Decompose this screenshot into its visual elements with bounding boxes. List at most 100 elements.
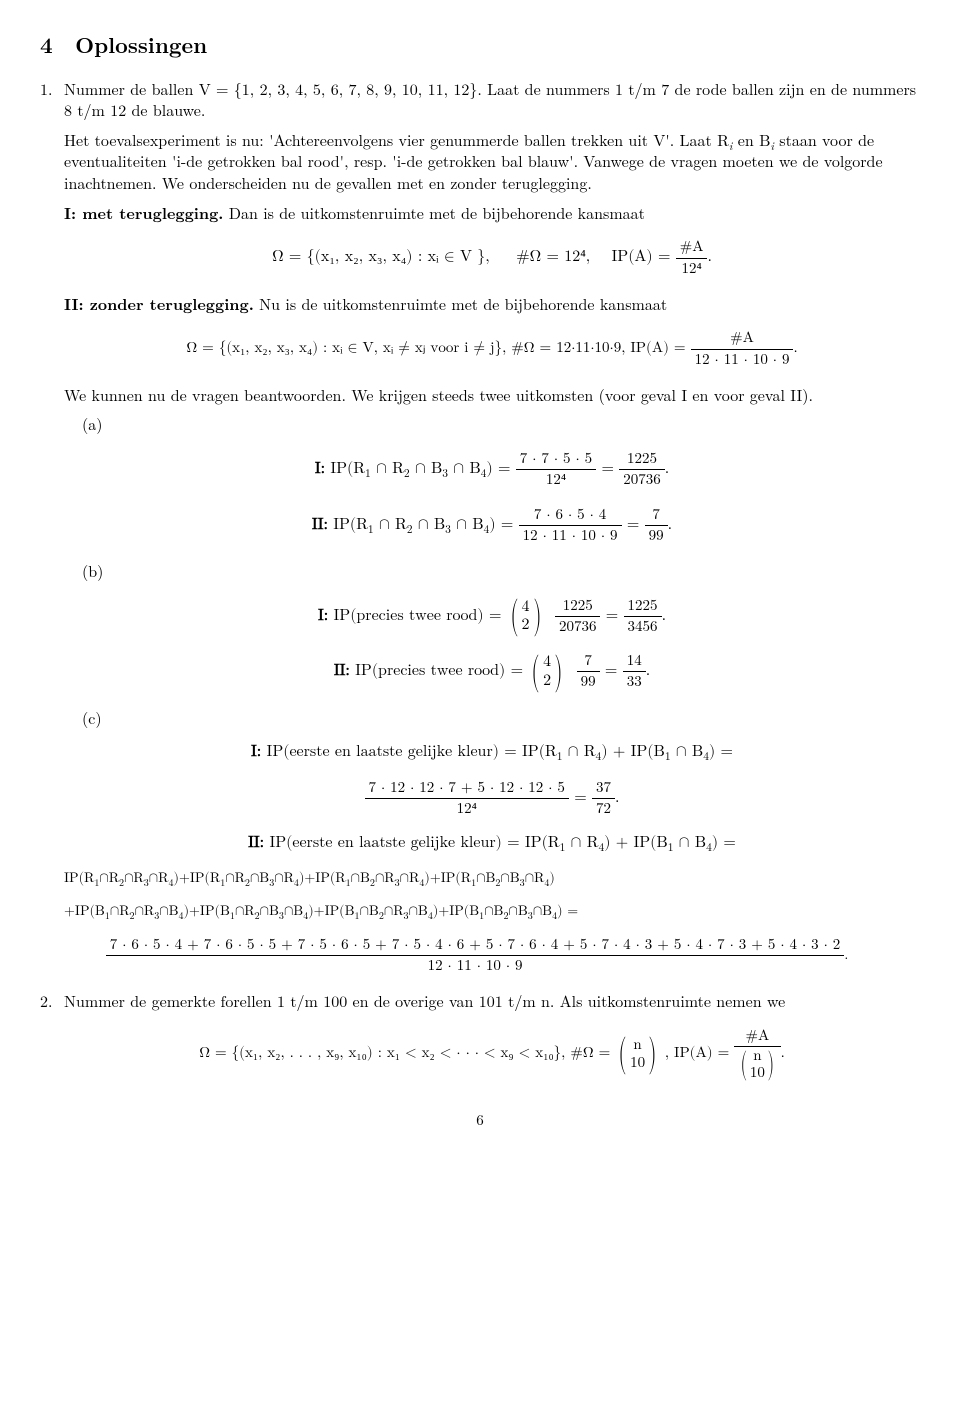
- section-number: 4: [40, 29, 53, 60]
- equation-b-II: II: IP(precies twee rood) = ( 4 2 ) 7 99…: [64, 651, 920, 693]
- numerator: 7: [577, 651, 600, 672]
- fraction: 7 · 6 · 5 · 4 + 7 · 6 · 5 · 5 + 7 · 5 · …: [106, 935, 845, 977]
- denominator: 3456: [624, 617, 662, 637]
- section-title: Oplossingen: [75, 29, 207, 60]
- equation-c-I-2: 7 · 12 · 12 · 7 + 5 · 12 · 12 · 5 12⁴ = …: [64, 778, 920, 820]
- fraction: 7 99: [577, 651, 600, 693]
- item-number: 1.: [40, 78, 52, 100]
- text: Nu is de uitkomstenruimte met de bijbeho…: [254, 292, 667, 315]
- binom-top: n: [630, 1036, 645, 1053]
- denominator: 20736: [555, 617, 601, 637]
- case-2-label: II: zonder teruglegging.: [64, 292, 254, 315]
- binomial: n 10: [750, 1047, 765, 1082]
- text: Dan is de uitkomstenruimte met de bijbeh…: [223, 201, 644, 224]
- numerator: 1225: [624, 596, 662, 617]
- section-heading: 4 Oplossingen: [40, 30, 920, 60]
- item-number: 2.: [40, 990, 52, 1012]
- denominator: 12⁴: [676, 259, 708, 279]
- denominator: ( n 10 ): [734, 1047, 780, 1082]
- paragraph: We kunnen nu de vragen beantwoorden. We …: [64, 384, 920, 406]
- binom-bot: 10: [750, 1064, 765, 1081]
- denominator: 33: [623, 672, 646, 692]
- text: , IP(A) =: [665, 1045, 734, 1060]
- binomial: n 10: [630, 1036, 645, 1071]
- numerator: 7 · 7 · 5 · 5: [516, 449, 596, 470]
- denominator: 20736: [619, 470, 665, 490]
- denominator: 12⁴: [516, 470, 596, 490]
- text: =: [627, 517, 645, 533]
- equation-a-II: II: IP(R1 ∩ R2 ∩ B3 ∩ B4) = 7 · 6 · 5 · …: [64, 505, 920, 547]
- math-rhs: IP(A) =: [612, 249, 676, 265]
- fraction: 1225 20736: [619, 449, 665, 491]
- sub-a-label: (a): [82, 413, 920, 435]
- text: en B: [732, 128, 770, 151]
- numerator: 14: [623, 651, 646, 672]
- text: =: [606, 608, 624, 624]
- paragraph: II: zonder teruglegging. Nu is de uitkom…: [64, 293, 920, 315]
- binom-bot: 2: [543, 672, 551, 690]
- equation: Ω = {(x₁, x₂, x₃, x₄) : xᵢ ∈ V }, #Ω = 1…: [64, 237, 920, 279]
- equation-c-II-1: II: IP(eerste en laatste gelijke kleur) …: [64, 833, 920, 855]
- numerator: #A: [734, 1026, 780, 1047]
- binomial: 4 2: [522, 598, 530, 635]
- text: =: [574, 790, 592, 806]
- math-lhs: Ω = {(x₁, x₂, . . . , x₉, x₁₀) : x₁ < x₂…: [199, 1045, 615, 1060]
- numerator: 7 · 6 · 5 · 4: [519, 505, 622, 526]
- equation-c-II-3: +IP(B1∩R2∩R3∩B4)+IP(B1∩R2∩B3∩B4)+IP(B1∩B…: [64, 902, 920, 921]
- list-item-2: 2. Nummer de gemerkte forellen 1 t/m 100…: [64, 990, 920, 1081]
- fraction: 7 · 6 · 5 · 4 12 · 11 · 10 · 9: [519, 505, 622, 547]
- numerator: 7 · 6 · 5 · 4 + 7 · 6 · 5 · 5 + 7 · 5 · …: [106, 935, 845, 956]
- denominator: 12 · 11 · 10 · 9: [519, 526, 622, 546]
- sub-b-label: (b): [82, 560, 920, 582]
- fraction: 7 99: [645, 505, 668, 547]
- numerator: 1225: [619, 449, 665, 470]
- fraction: #A 12 · 11 · 10 · 9: [691, 328, 794, 370]
- denominator: 99: [645, 526, 668, 546]
- fraction: 7 · 12 · 12 · 7 + 5 · 12 · 12 · 5 12⁴: [365, 778, 569, 820]
- binom-bot: 10: [630, 1054, 645, 1071]
- equation: Ω = {(x₁, x₂, x₃, x₄) : xᵢ ∈ V, xᵢ ≠ xⱼ …: [64, 328, 920, 370]
- paragraph: I: met teruglegging. Dan is de uitkomste…: [64, 202, 920, 224]
- denominator: 12 · 11 · 10 · 9: [691, 350, 794, 370]
- numerator: 7 · 12 · 12 · 7 + 5 · 12 · 12 · 5: [365, 778, 569, 799]
- text: Het toevalsexperiment is nu: 'Achtereenv…: [64, 128, 729, 151]
- math-lhs: Ω = {(x₁, x₂, x₃, x₄) : xᵢ ∈ V, xᵢ ≠ xⱼ …: [186, 340, 690, 355]
- binom-top: n: [750, 1047, 765, 1064]
- numerator: #A: [676, 237, 708, 258]
- equation-c-II-4: 7 · 6 · 5 · 4 + 7 · 6 · 5 · 5 + 7 · 5 · …: [34, 935, 920, 977]
- numerator: 1225: [555, 596, 601, 617]
- numerator: #A: [691, 328, 794, 349]
- list-item-1: 1. Nummer de ballen V = {1, 2, 3, 4, 5, …: [64, 78, 920, 977]
- fraction: 37 72: [592, 778, 615, 820]
- fraction: #A ( n 10 ): [734, 1026, 780, 1082]
- equation-b-I: I: IP(precies twee rood) = ( 4 2 ) 1225 …: [64, 596, 920, 638]
- fraction: #A 12⁴: [676, 237, 708, 279]
- equation-item2: Ω = {(x₁, x₂, . . . , x₉, x₁₀) : x₁ < x₂…: [64, 1026, 920, 1082]
- text: =: [601, 461, 619, 477]
- fraction: 7 · 7 · 5 · 5 12⁴: [516, 449, 596, 491]
- paragraph: Nummer de gemerkte forellen 1 t/m 100 en…: [64, 990, 920, 1012]
- denominator: 12 · 11 · 10 · 9: [106, 956, 845, 976]
- paragraph: Het toevalsexperiment is nu: 'Achtereenv…: [64, 129, 920, 194]
- fraction: 1225 3456: [624, 596, 662, 638]
- fraction: 14 33: [623, 651, 646, 693]
- paragraph: Nummer de ballen V = {1, 2, 3, 4, 5, 6, …: [64, 78, 920, 121]
- binom-top: 4: [543, 653, 551, 671]
- binom-top: 4: [522, 598, 530, 616]
- denominator: 99: [577, 672, 600, 692]
- math-lhs: Ω = {(x₁, x₂, x₃, x₄) : xᵢ ∈ V },: [272, 249, 490, 265]
- case-1-label: I: met teruglegging.: [64, 201, 223, 224]
- sub-c-label: (c): [82, 707, 920, 729]
- numerator: 7: [645, 505, 668, 526]
- binomial: 4 2: [543, 653, 551, 690]
- denominator: 12⁴: [365, 799, 569, 819]
- denominator: 72: [592, 799, 615, 819]
- page-number: 6: [40, 1110, 920, 1130]
- equation-a-I: I: IP(R1 ∩ R2 ∩ B3 ∩ B4) = 7 · 7 · 5 · 5…: [64, 449, 920, 491]
- math-mid: #Ω = 12⁴,: [516, 249, 590, 265]
- text: =: [605, 663, 623, 679]
- fraction: 1225 20736: [555, 596, 601, 638]
- equation-c-I-1: I: IP(eerste en laatste gelijke kleur) =…: [64, 742, 920, 764]
- numerator: 37: [592, 778, 615, 799]
- binom-bot: 2: [522, 616, 530, 634]
